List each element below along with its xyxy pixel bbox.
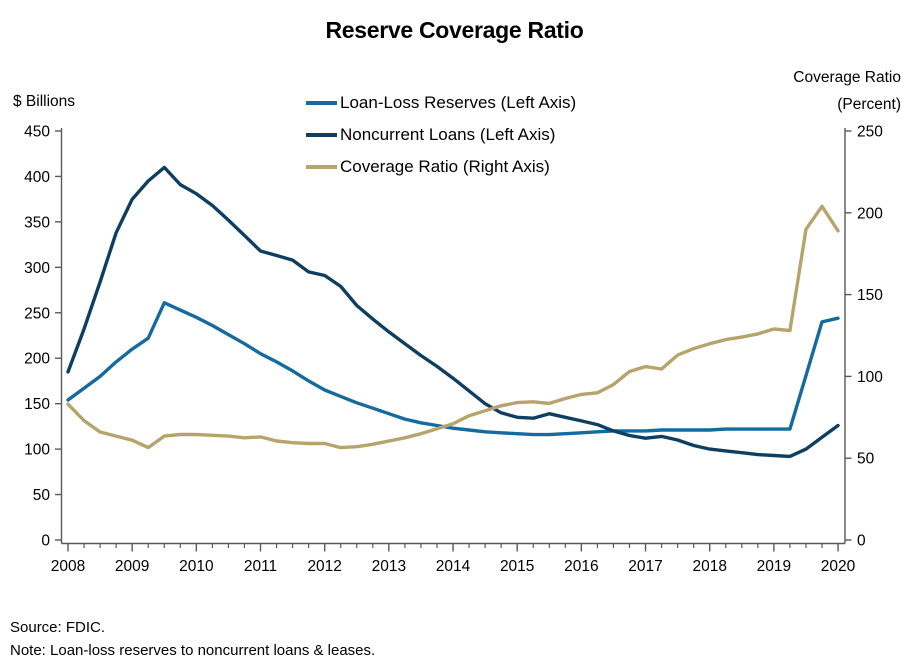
right-axis-unit-line2: (Percent)	[837, 96, 901, 113]
noncurrent-line-swatch-icon	[306, 133, 337, 137]
right-axis-unit-label: Coverage Ratio (Percent)	[793, 64, 901, 118]
right-axis-tick-label: 200	[857, 205, 883, 222]
x-axis-tick-label: 2011	[244, 558, 277, 575]
x-axis-tick-label: 2015	[500, 558, 534, 575]
x-axis-tick-label: 2019	[757, 558, 791, 575]
right-axis-tick-label: 50	[857, 451, 875, 468]
right-axis-tick-label: 100	[857, 369, 883, 386]
source-note: Source: FDIC.	[10, 619, 106, 636]
coverage-line-swatch-icon	[306, 165, 337, 169]
left-axis-tick-label: 250	[24, 305, 50, 322]
x-axis-tick-label: 2016	[564, 558, 598, 575]
legend-label-noncurrent: Noncurrent Loans (Left Axis)	[340, 125, 556, 144]
legend-item-reserves: Loan-Loss Reserves (Left Axis)	[306, 87, 576, 119]
chart-title: Reserve Coverage Ratio	[325, 17, 584, 43]
legend-label-coverage: Coverage Ratio (Right Axis)	[340, 157, 550, 176]
series-line	[66, 301, 840, 437]
left-axis-tick-label: 0	[41, 533, 50, 550]
x-axis-tick-label: 2008	[51, 558, 85, 575]
left-axis-tick-label: 150	[24, 396, 50, 413]
x-axis-tick-label: 2018	[692, 558, 726, 575]
x-axis-tick-label: 2020	[821, 558, 856, 575]
series-line	[66, 165, 840, 459]
left-axis-tick-label: 350	[24, 214, 50, 231]
left-axis-tick-label: 300	[24, 260, 50, 277]
legend-item-noncurrent: Noncurrent Loans (Left Axis)	[306, 119, 576, 151]
left-axis-tick-label: 200	[24, 351, 50, 368]
x-axis-tick-label: 2013	[372, 558, 406, 575]
left-axis-tick-label: 450	[24, 124, 50, 141]
legend-label-reserves: Loan-Loss Reserves (Left Axis)	[340, 93, 577, 112]
x-axis-tick-label: 2010	[179, 558, 214, 575]
legend-item-coverage: Coverage Ratio (Right Axis)	[306, 151, 576, 183]
x-axis-tick-label: 2012	[307, 558, 341, 575]
right-axis-tick-label: 150	[857, 287, 883, 304]
x-axis-tick-label: 2009	[115, 558, 149, 575]
right-axis-tick-label: 0	[857, 533, 866, 550]
left-axis-tick-label: 50	[33, 487, 51, 504]
x-axis-tick-label: 2017	[628, 558, 662, 575]
x-axis-tick-label: 2014	[436, 558, 471, 575]
left-axis-tick-label: 100	[24, 442, 50, 459]
series-line	[66, 204, 840, 450]
chart-footer: Source: FDIC. Note: Loan-loss reserves t…	[10, 616, 375, 659]
left-axis-tick-label: 400	[24, 169, 50, 186]
right-axis-unit-line1: Coverage Ratio	[793, 69, 901, 86]
left-axis-unit-label: $ Billions	[13, 93, 76, 110]
legend: Loan-Loss Reserves (Left Axis) Noncurren…	[306, 87, 576, 183]
right-axis-tick-label: 250	[857, 124, 883, 141]
footnote: Note: Loan-loss reserves to noncurrent l…	[10, 642, 376, 659]
reserves-line-swatch-icon	[306, 101, 337, 105]
